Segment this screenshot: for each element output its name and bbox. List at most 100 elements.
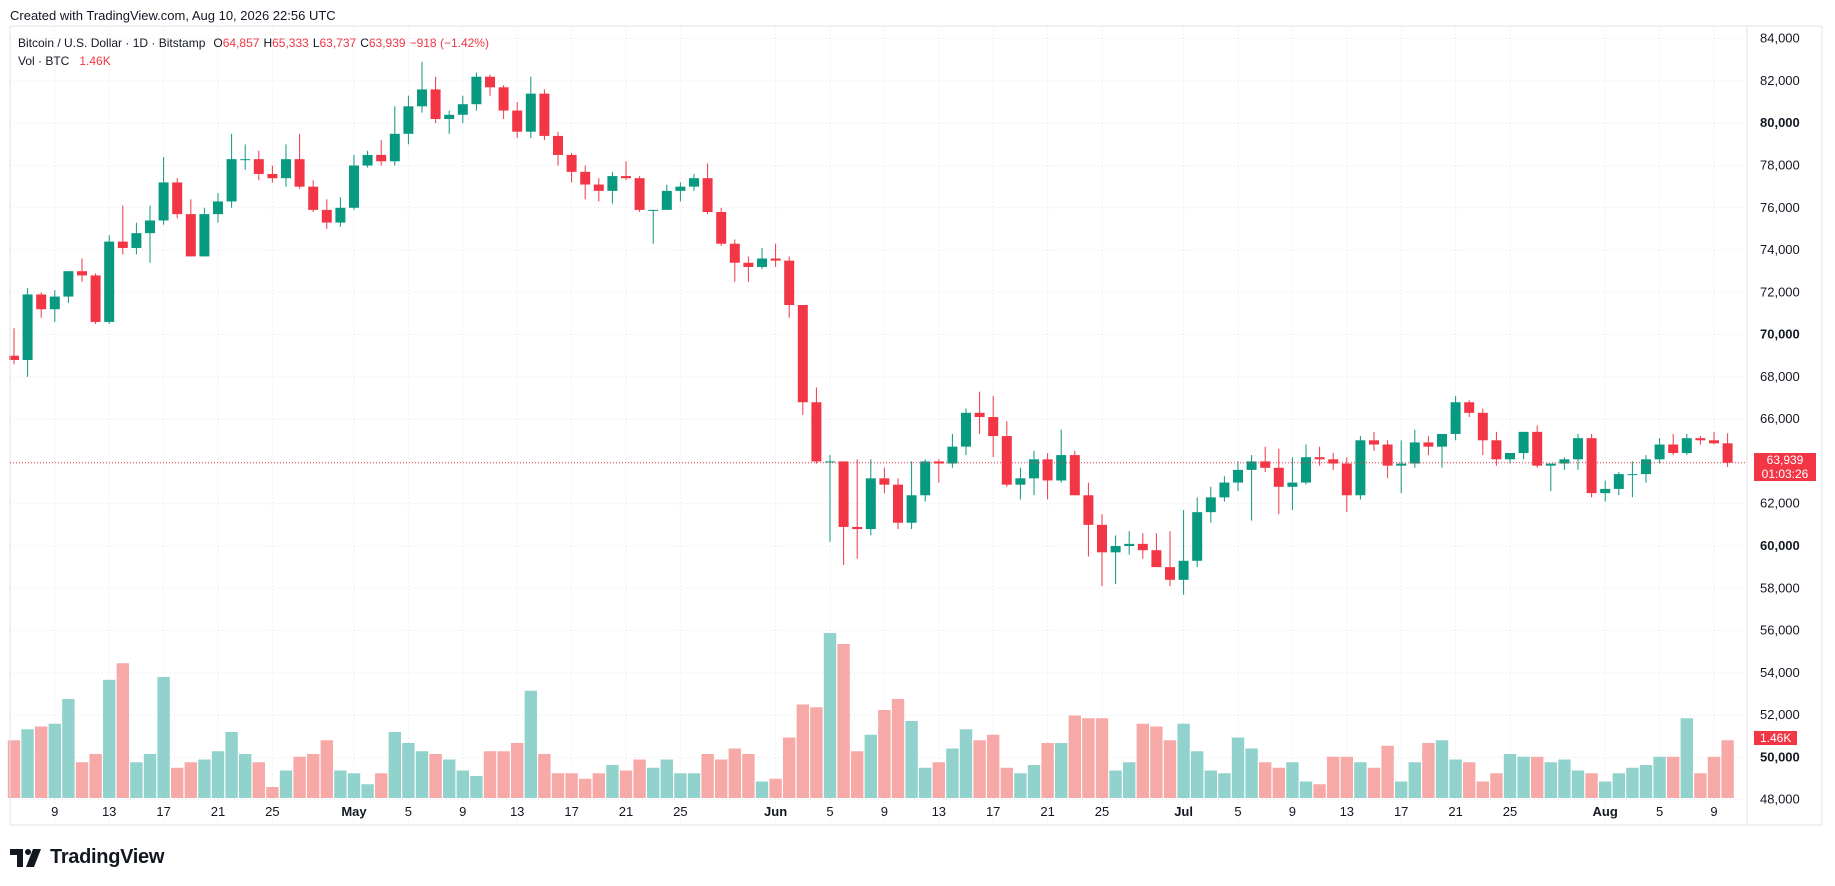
candle-body: [145, 220, 155, 234]
volume-bar: [388, 732, 401, 798]
candle-body: [825, 461, 835, 463]
bar-countdown: 01:03:26: [1761, 466, 1809, 481]
candle-body: [838, 461, 849, 527]
x-tick-label: 9: [881, 804, 888, 819]
candle-body: [1600, 488, 1611, 494]
candle-body: [226, 159, 237, 202]
volume-label[interactable]: Vol · BTC: [18, 54, 70, 68]
volume-bar: [347, 773, 361, 798]
candle-body: [417, 89, 427, 107]
candle-body: [716, 212, 727, 244]
volume-bar: [551, 773, 565, 798]
candle-body: [281, 159, 291, 179]
legend-ohlc-row: Bitcoin / U.S. Dollar · 1D · Bitstamp O6…: [18, 34, 489, 52]
candle-body: [389, 133, 400, 162]
volume-bar: [1191, 751, 1204, 798]
candle-body: [308, 186, 319, 210]
volume-bar: [783, 737, 796, 798]
candle-body: [539, 93, 550, 136]
volume-bar: [647, 767, 660, 798]
volume-bar: [497, 751, 510, 798]
volume-bar: [1218, 773, 1231, 798]
x-tick-label: 13: [102, 804, 116, 819]
candle-body: [1518, 431, 1529, 453]
volume-bar: [511, 743, 524, 798]
volume-bar: [1531, 756, 1544, 798]
legend-volume-row: Vol · BTC 1.46K: [18, 52, 489, 70]
candle-body: [403, 106, 414, 134]
y-tick-label: 78,000: [1760, 158, 1800, 173]
volume-bar: [701, 754, 714, 798]
volume-bar: [21, 729, 34, 798]
volume-tag: 1.46K: [1754, 731, 1798, 746]
candle-body: [1613, 474, 1624, 489]
change-value: −918 (−1.42%): [409, 36, 489, 50]
volume-bar: [402, 743, 415, 798]
candle-body: [1124, 543, 1135, 546]
candle-body: [1586, 438, 1597, 494]
volume-bar: [429, 754, 442, 798]
volume-bar: [1299, 781, 1313, 798]
candle-body: [321, 209, 332, 223]
volume-bar: [225, 732, 238, 798]
candle-body: [743, 262, 754, 267]
candle-body: [1015, 478, 1026, 485]
candle-body: [525, 93, 536, 132]
candle-body: [36, 294, 47, 310]
volume-bar: [1571, 770, 1585, 798]
volume-bar: [1680, 718, 1693, 798]
y-tick-label: 58,000: [1760, 580, 1800, 595]
candle-body: [1083, 495, 1094, 525]
volume-bar: [1721, 740, 1734, 798]
high-value: 65,333: [272, 36, 309, 50]
candle-body: [988, 417, 999, 437]
candle-body: [729, 243, 740, 263]
candle-body: [199, 214, 210, 257]
volume-bar: [973, 740, 986, 798]
volume-bar: [742, 754, 755, 798]
volume-bar: [1163, 740, 1177, 798]
candle-body: [1654, 444, 1665, 460]
x-tick-label: 13: [510, 804, 524, 819]
tradingview-logo[interactable]: TradingView: [10, 846, 164, 869]
candle-body: [512, 110, 523, 132]
x-tick-label: 9: [1289, 804, 1296, 819]
x-tick-label: 5: [405, 804, 412, 819]
volume-bar: [1231, 737, 1245, 798]
volume-bar: [1068, 715, 1081, 798]
x-tick-label: 13: [1340, 804, 1354, 819]
x-tick-label: 17: [156, 804, 170, 819]
candle-body: [1219, 482, 1230, 498]
volume-bar: [932, 762, 945, 798]
candle-body: [1491, 440, 1502, 460]
candle-body: [294, 159, 305, 187]
x-tick-label: 17: [564, 804, 578, 819]
volume-bar: [320, 740, 333, 798]
x-tick-label: 25: [1503, 804, 1517, 819]
volume-bar: [1041, 743, 1054, 798]
volume-bar: [266, 787, 279, 798]
candle-body: [566, 154, 577, 172]
volume-bar: [1286, 762, 1299, 798]
y-tick-label: 70,000: [1760, 327, 1800, 342]
candle-body: [634, 178, 645, 210]
candle-body: [621, 176, 631, 179]
volume-bar: [674, 773, 687, 798]
volume-bar: [62, 699, 75, 798]
x-tick-label: 9: [459, 804, 466, 819]
volume-bar: [1354, 762, 1367, 798]
grid-layer: [10, 26, 1747, 825]
candle-body: [457, 104, 468, 115]
volume-bar: [660, 759, 673, 798]
candle-body: [1328, 459, 1339, 464]
candle-body: [1110, 545, 1121, 553]
candle-body: [757, 258, 767, 267]
volume-bar: [415, 751, 429, 798]
symbol-title[interactable]: Bitcoin / U.S. Dollar · 1D · Bitstamp: [18, 36, 206, 50]
candle-body: [702, 178, 713, 213]
close-value: 63,939: [368, 36, 406, 50]
volume-bar: [905, 721, 918, 798]
volume-bar: [1150, 726, 1163, 798]
volume-bar: [524, 690, 537, 798]
